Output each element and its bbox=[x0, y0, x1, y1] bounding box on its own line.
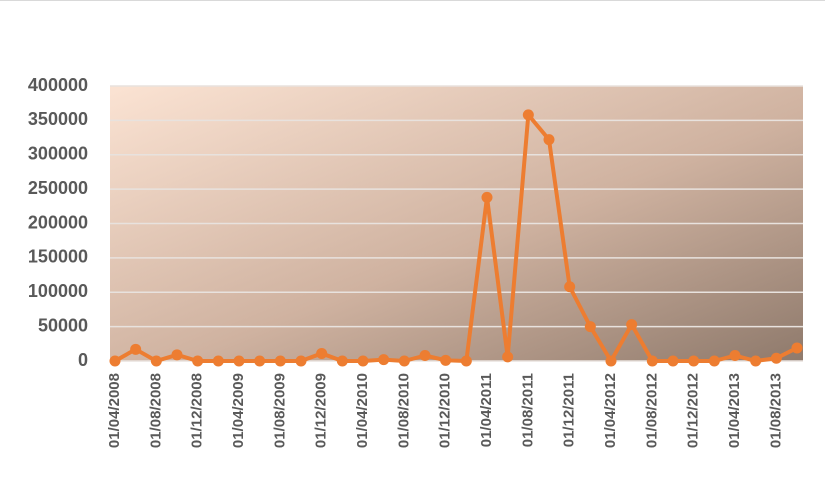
point bbox=[626, 319, 638, 331]
point bbox=[233, 355, 245, 367]
point bbox=[708, 355, 720, 367]
x-tick-label: 01/08/2013 bbox=[767, 373, 784, 448]
point bbox=[667, 355, 679, 367]
line bbox=[114, 112, 798, 363]
x-tick-label: 01/12/2009 bbox=[313, 373, 330, 448]
x-tick-label: 01/08/2008 bbox=[147, 373, 164, 448]
point bbox=[419, 350, 431, 361]
x-tick-label: 01/04/2013 bbox=[726, 373, 743, 448]
point bbox=[522, 109, 534, 121]
y-tick-label: 350000 bbox=[28, 109, 88, 129]
point bbox=[109, 355, 121, 367]
point bbox=[171, 349, 183, 361]
x-tick-label: 01/04/2011 bbox=[478, 373, 495, 447]
x-tick-label: 01/04/2009 bbox=[230, 373, 247, 448]
point bbox=[150, 355, 162, 367]
point bbox=[770, 352, 782, 364]
point bbox=[543, 134, 555, 146]
point bbox=[440, 354, 452, 366]
point bbox=[254, 355, 266, 367]
point bbox=[274, 355, 286, 367]
point bbox=[130, 343, 142, 355]
x-tick-label: 01/08/2011 bbox=[519, 373, 536, 447]
y-tick-label: 150000 bbox=[28, 247, 88, 267]
x-tick-label: 01/08/2009 bbox=[271, 373, 288, 448]
point bbox=[295, 355, 307, 367]
point bbox=[212, 355, 224, 367]
point bbox=[646, 355, 658, 367]
point bbox=[460, 355, 472, 367]
y-tick-label: 300000 bbox=[28, 144, 88, 164]
x-tick-label: 01/08/2012 bbox=[643, 373, 660, 448]
x-tick-label: 01/12/2008 bbox=[189, 373, 206, 448]
x-tick-label: 01/04/2010 bbox=[354, 373, 371, 448]
x-tick-label: 01/12/2011 bbox=[561, 373, 578, 447]
y-tick-label: 250000 bbox=[28, 178, 88, 198]
point bbox=[750, 355, 762, 367]
point bbox=[378, 354, 390, 366]
point bbox=[336, 355, 348, 367]
x-tick-label: 01/04/2012 bbox=[602, 373, 619, 448]
point bbox=[564, 281, 576, 293]
x-tick-label: 01/08/2010 bbox=[395, 373, 412, 448]
x-tick-label: 01/04/2008 bbox=[106, 373, 123, 448]
point bbox=[791, 342, 803, 354]
y-tick-label: 50000 bbox=[38, 315, 88, 335]
y-tick-label: 400000 bbox=[28, 75, 88, 95]
point bbox=[192, 355, 204, 367]
y-tick-label: 0 bbox=[78, 350, 88, 370]
point bbox=[316, 347, 328, 359]
point bbox=[357, 355, 369, 367]
y-tick-label: 200000 bbox=[28, 212, 88, 232]
point bbox=[729, 350, 741, 361]
point bbox=[584, 321, 596, 333]
x-tick-label: 01/12/2010 bbox=[437, 373, 454, 448]
point bbox=[398, 355, 410, 367]
point bbox=[688, 355, 700, 367]
point bbox=[502, 351, 514, 363]
x-tick-label: 01/12/2012 bbox=[685, 373, 702, 448]
point bbox=[605, 355, 617, 367]
y-tick-label: 100000 bbox=[28, 281, 88, 301]
point bbox=[481, 191, 493, 203]
